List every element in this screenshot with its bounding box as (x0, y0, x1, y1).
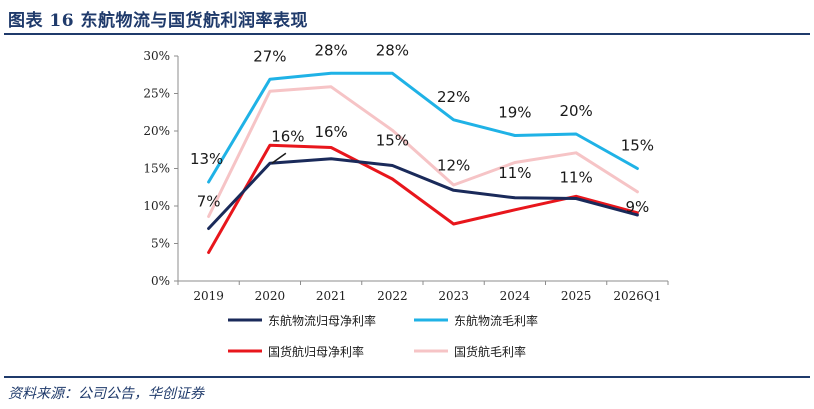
series-line-3 (207, 85, 639, 218)
footer-divider (4, 376, 810, 378)
title-bar: 图表 16 东航物流与国货航利润率表现 (0, 0, 814, 34)
x-tick-label: 2026Q1 (613, 289, 661, 303)
chart-title: 图表 16 东航物流与国货航利润率表现 (8, 11, 308, 31)
y-tick-label: 20% (143, 124, 170, 138)
y-tick-label: 0% (151, 274, 170, 288)
legend-label: 东航物流归母净利率 (268, 313, 376, 328)
x-tick-label: 2024 (500, 289, 531, 303)
data-label: 15% (621, 137, 654, 155)
data-label: 11% (498, 164, 531, 182)
data-label: 13% (190, 150, 223, 168)
y-tick-label: 15% (143, 162, 170, 176)
x-tick-label: 2022 (377, 289, 408, 303)
data-label: 16% (271, 127, 304, 145)
label-leader-line (271, 152, 287, 164)
data-label: 12% (437, 156, 470, 174)
data-label: 27% (253, 47, 286, 65)
legend-label: 国货航归母净利率 (268, 344, 364, 359)
data-labels: 7% 16% 16% 15% 12% 11% 11% 13% 27% 28% 28% 22% 19% 20… (190, 41, 654, 216)
data-label: 9% (625, 198, 649, 216)
data-label: 20% (559, 102, 592, 120)
data-label: 28% (376, 41, 409, 59)
data-label: 28% (314, 41, 347, 59)
y-tick-label: 5% (151, 237, 170, 251)
series-line-0 (207, 157, 639, 230)
legend-label: 国货航毛利率 (454, 344, 526, 359)
y-tick-label: 10% (143, 199, 170, 213)
x-tick-label: 2021 (316, 289, 347, 303)
series-lines (207, 71, 639, 254)
data-label: 15% (376, 132, 409, 150)
title-divider (4, 33, 810, 35)
x-tick-label: 2019 (193, 289, 224, 303)
series-line-1 (207, 71, 639, 184)
axes: 0% 5% 10% 15% 20% 25% 30% 2019 2020 2021 2022 2023 2… (143, 49, 669, 303)
legend-label: 东航物流毛利率 (454, 313, 538, 328)
data-label: 19% (498, 104, 531, 122)
data-label: 22% (437, 88, 470, 106)
x-tick-label: 2023 (438, 289, 469, 303)
x-tick-label: 2025 (561, 289, 592, 303)
data-label: 11% (559, 169, 592, 187)
y-tick-label: 25% (143, 87, 170, 101)
y-tick-label: 30% (143, 49, 170, 63)
data-label: 7% (197, 193, 221, 211)
x-tick-label: 2020 (255, 289, 286, 303)
source-note: 资料来源：公司公告，华创证券 (8, 386, 204, 402)
data-label: 16% (314, 123, 347, 141)
